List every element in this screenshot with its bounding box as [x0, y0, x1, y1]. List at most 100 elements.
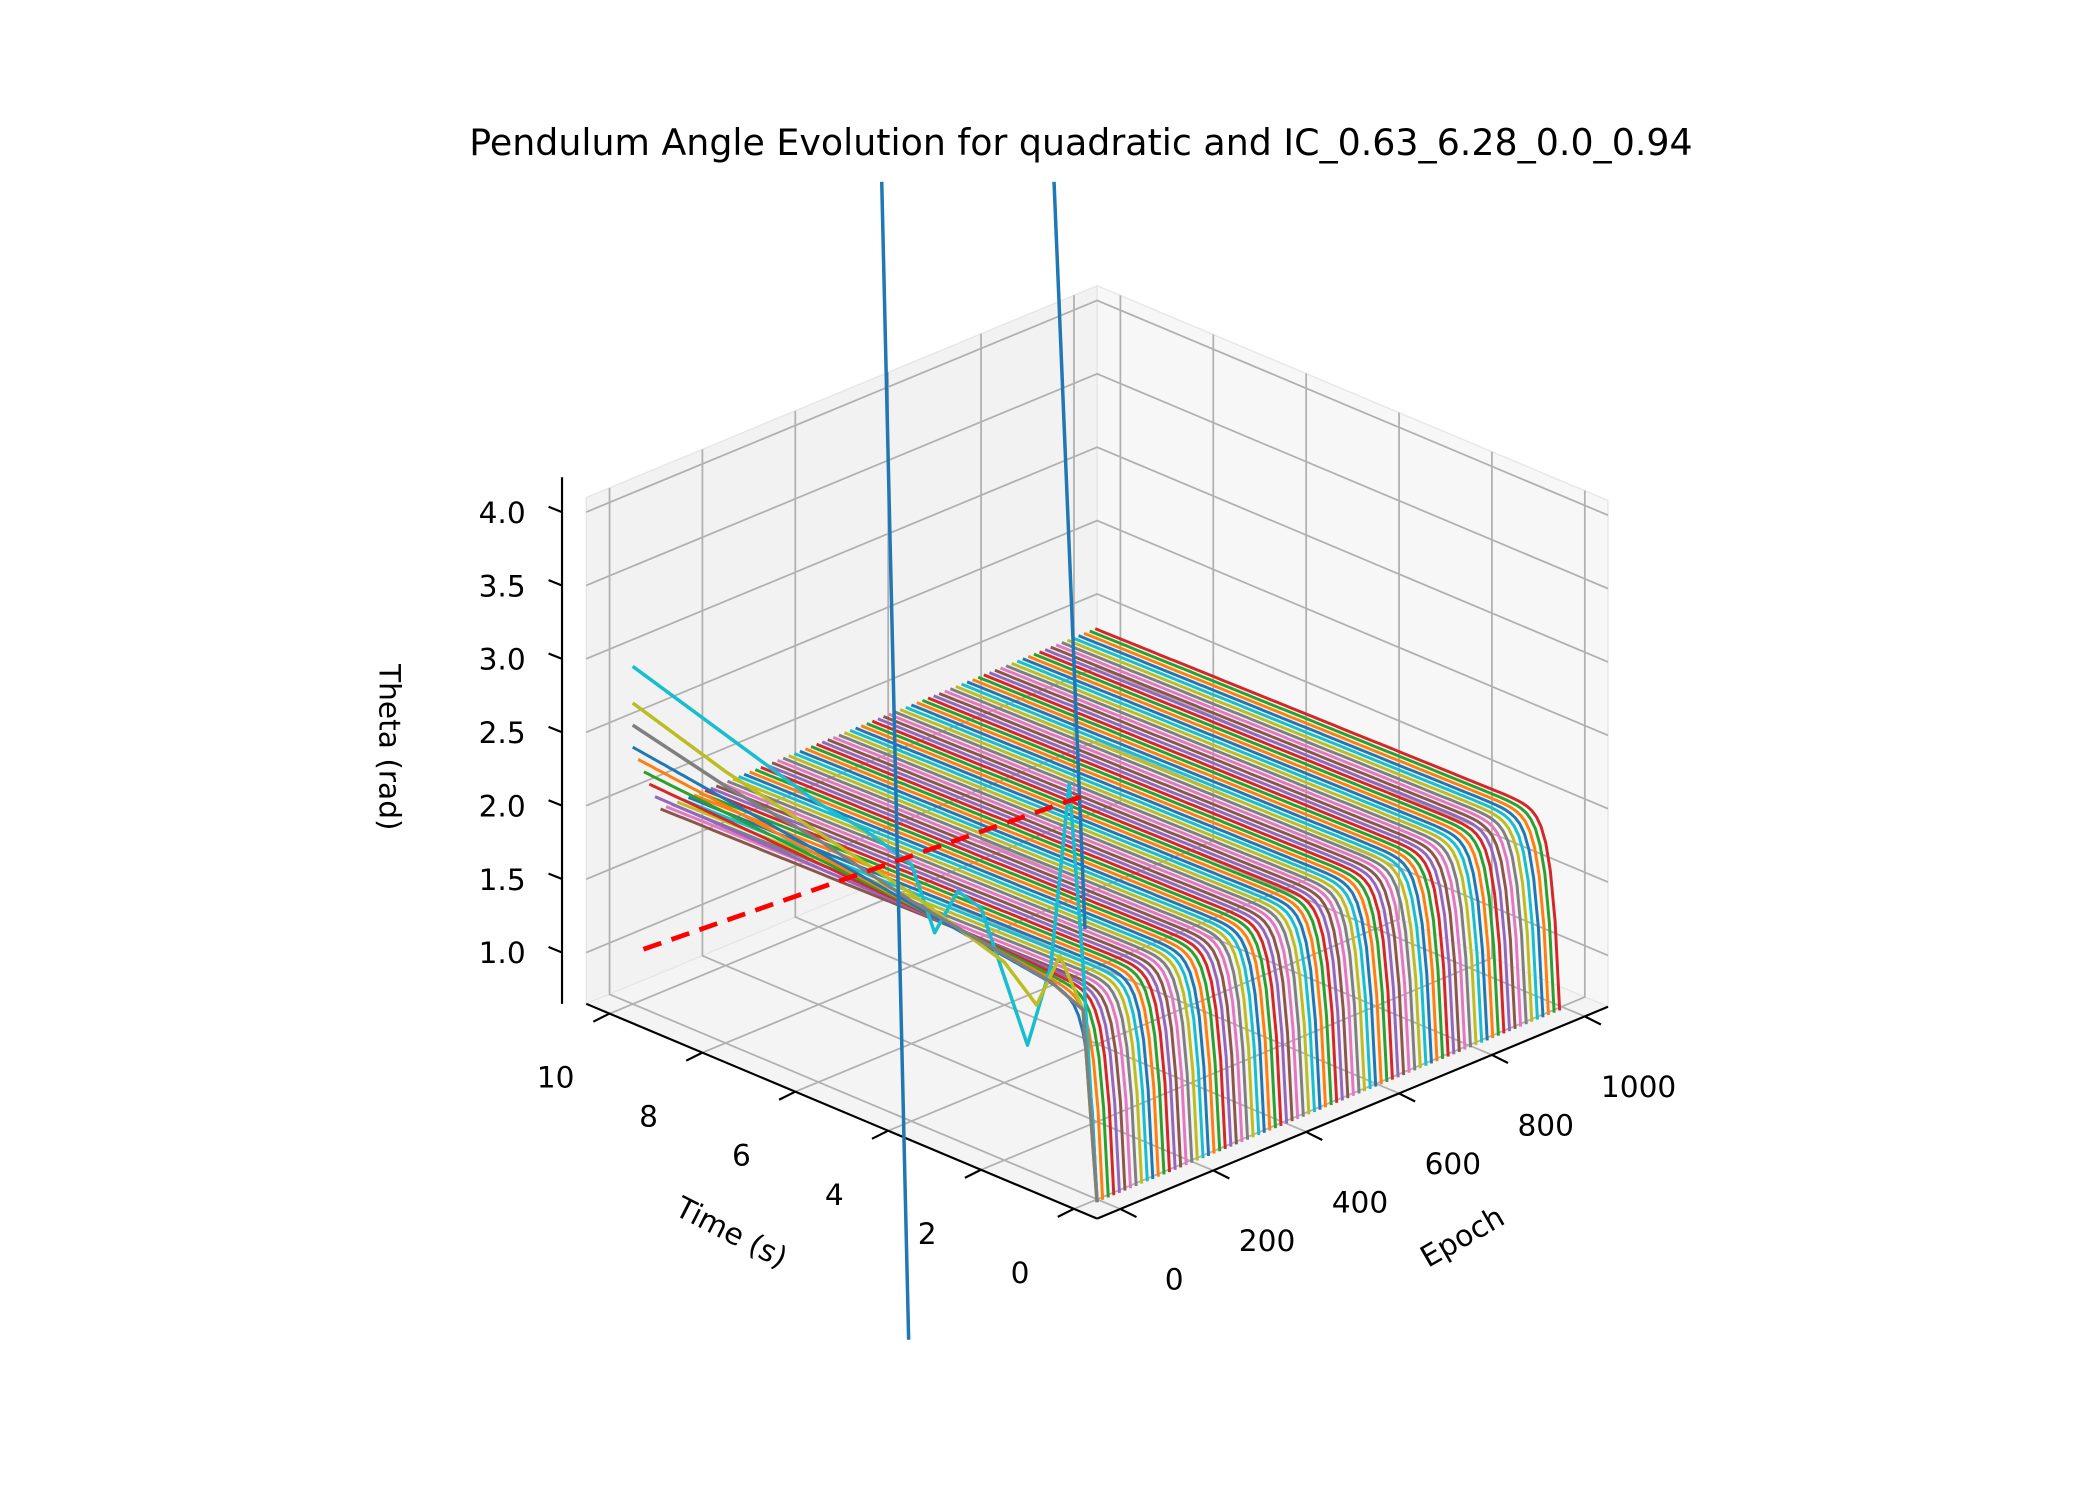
series-epoch-line	[1044, 648, 1512, 1032]
series-epoch-line	[1089, 629, 1556, 1013]
y-tick-label: 800	[1517, 1109, 1574, 1143]
series-epoch-line	[866, 722, 1333, 1106]
gridline-time	[980, 451, 1493, 1171]
gridline-theta	[585, 372, 1609, 590]
z-tick-label: 3.5	[479, 569, 526, 603]
gridline-theta	[585, 299, 1609, 516]
series-epoch-line	[933, 694, 1400, 1078]
y-tick	[1584, 1015, 1602, 1026]
x-tick-label: 4	[825, 1178, 844, 1212]
z-tick	[548, 579, 563, 587]
x-tick-label: 0	[1011, 1256, 1030, 1290]
epoch-early-cyan-line	[631, 664, 1099, 1203]
series-epoch-line	[1061, 641, 1528, 1025]
series-epoch-line	[776, 758, 1244, 1143]
z-tick	[548, 652, 563, 660]
series-epoch-line	[704, 789, 1172, 1173]
series-epoch-line	[955, 685, 1422, 1069]
series-epoch-line	[782, 756, 1250, 1140]
gridline-theta	[585, 592, 1609, 810]
gridline-epoch	[794, 410, 1307, 1133]
z-tick	[548, 505, 563, 514]
series-epoch-line	[643, 770, 1110, 1198]
series-epoch-line	[1027, 655, 1495, 1039]
series-epoch-line	[765, 763, 1233, 1147]
series-epoch-line	[960, 682, 1428, 1066]
y-tick-label: 200	[1239, 1224, 1296, 1258]
series-epoch-line	[899, 708, 1367, 1092]
series-epoch-line	[1083, 632, 1550, 1016]
series-epoch-line	[710, 786, 1177, 1170]
series-epoch-line	[1016, 659, 1484, 1043]
series-epoch-line	[821, 740, 1289, 1124]
series-epoch-line	[1066, 638, 1534, 1022]
series-epoch-line	[760, 765, 1227, 1150]
series-epoch-line	[1077, 634, 1545, 1018]
series-epoch-line	[721, 782, 1188, 1166]
x-axis-label: Time (s)	[669, 1190, 793, 1275]
epoch-early-gray-line	[631, 723, 1099, 1203]
series-epoch-line	[855, 726, 1322, 1110]
z-axis-label: Theta (rad)	[373, 663, 407, 830]
series-epoch-line	[916, 701, 1383, 1085]
series-epoch-line	[977, 675, 1445, 1059]
overlay-lines	[642, 181, 1089, 1340]
series-epoch-line	[938, 692, 1406, 1076]
series-epoch-line	[860, 724, 1328, 1108]
series-epoch-line	[810, 745, 1277, 1129]
reference-dashed-line	[642, 792, 1089, 952]
series-epoch-line	[888, 712, 1355, 1096]
data-curves	[631, 627, 1562, 1203]
z-tick	[548, 725, 563, 734]
x-axis-line	[585, 1002, 1098, 1220]
series-epoch-line	[726, 779, 1194, 1163]
series-epoch-line	[654, 795, 1121, 1193]
z-tick	[548, 799, 563, 807]
tick-labels: 1.0 1.5 2.0 2.5 3.0 3.5 4.0 0 2 4 6 8 10 0 200 400 600 80…	[479, 496, 1677, 1297]
vertical-line-2	[1052, 181, 1087, 930]
x-tick-label: 6	[732, 1139, 751, 1173]
series-epoch-line	[799, 749, 1266, 1133]
series-epoch-line	[699, 791, 1166, 1175]
series-epoch-line	[905, 705, 1372, 1089]
y-axis-line	[1096, 1005, 1609, 1220]
series-epoch-line	[843, 731, 1311, 1115]
series-epoch-line	[732, 777, 1199, 1161]
series-epoch-line	[944, 689, 1411, 1073]
gridline-theta	[585, 446, 1609, 663]
y-tick-label: 0	[1165, 1263, 1184, 1297]
series-epoch-line	[1055, 643, 1523, 1027]
z-tick-label: 2.0	[479, 789, 526, 823]
z-tick	[548, 946, 563, 954]
series-epoch-line	[1050, 645, 1517, 1029]
epoch-early-olive-line	[631, 701, 1099, 1203]
series-epoch-line	[827, 738, 1294, 1122]
gridline-theta	[585, 519, 1609, 737]
series-epoch-line	[1038, 650, 1506, 1034]
x-tick	[592, 1012, 610, 1023]
z-tick-label: 3.0	[479, 643, 526, 677]
series-epoch-line	[894, 710, 1361, 1094]
series-epoch-line	[1005, 664, 1473, 1048]
chart-title: Pendulum Angle Evolution for quadratic a…	[469, 121, 1692, 164]
gridlines	[585, 295, 1609, 1210]
y-axis-label: Epoch	[1415, 1199, 1511, 1274]
axis-lines	[548, 477, 1609, 1220]
series-epoch-line	[1094, 627, 1562, 1011]
gridline-time	[1073, 490, 1586, 1210]
y-tick-label: 600	[1425, 1147, 1482, 1181]
series-epoch-line	[804, 747, 1272, 1131]
series-epoch-line	[877, 717, 1344, 1101]
vertical-line-1	[879, 181, 911, 1340]
x-tick	[778, 1090, 796, 1101]
series-epoch-line	[949, 687, 1417, 1071]
gridline-epoch	[608, 487, 1121, 1210]
gridline-epoch	[980, 333, 1493, 1056]
z-tick	[548, 872, 563, 881]
z-tick-label: 1.0	[479, 936, 526, 970]
x-tick	[871, 1129, 889, 1140]
series-epoch-line	[793, 752, 1261, 1136]
z-tick-label: 1.5	[479, 863, 526, 897]
